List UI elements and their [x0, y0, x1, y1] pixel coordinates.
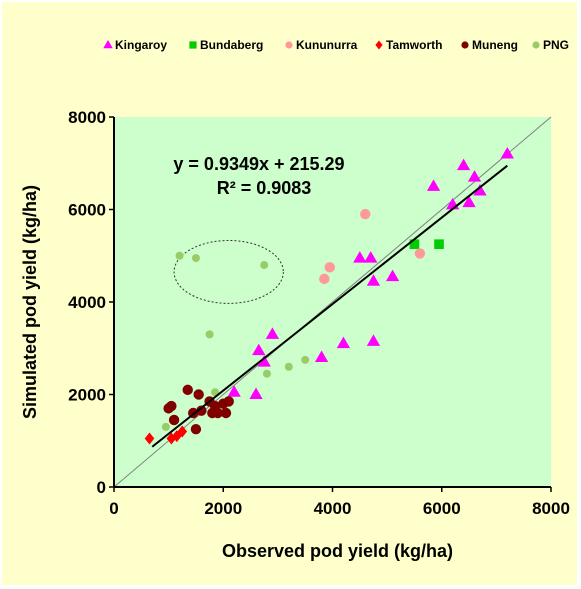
point-png: [211, 388, 220, 397]
y-axis-title: Simulated pod yield (kg/ha): [20, 185, 40, 419]
point-png: [161, 422, 170, 431]
point-muneng: [220, 407, 232, 419]
y-tick-label: 0: [97, 478, 106, 497]
point-png: [262, 369, 271, 378]
point-kingaroy: [364, 251, 378, 263]
point-muneng: [223, 396, 234, 407]
point-kingaroy: [426, 179, 441, 191]
point-kingaroy: [336, 336, 351, 349]
legend-label-kingaroy: Kingaroy: [115, 38, 167, 52]
point-muneng: [212, 407, 223, 419]
highlight-ellipse-group: [173, 239, 284, 304]
point-kingaroy: [500, 147, 514, 159]
point-png: [191, 254, 200, 263]
legend-label-kununurra: Kununurra: [296, 38, 358, 52]
y-tick-label: 6000: [68, 201, 106, 220]
legend-marker-tamworth: [375, 40, 383, 50]
point-kingaroy: [467, 170, 482, 182]
scatter-chart: Kingaroy Bundaberg Kununurra Tamworth Muneng…: [20, 38, 570, 561]
x-tick-label: 8000: [532, 499, 570, 518]
point-png: [284, 362, 293, 371]
y-tick-label: 4000: [68, 293, 106, 312]
legend: Kingaroy Bundaberg Kununurra Tamworth Muneng…: [103, 38, 569, 52]
point-png: [175, 251, 184, 260]
point-kingaroy: [257, 355, 271, 367]
point-kingaroy: [456, 158, 471, 171]
point-kingaroy: [227, 385, 241, 397]
axes: 0 2000 4000 6000 8000 0 2000 4000 6000 8000: [68, 108, 570, 518]
point-kingaroy: [353, 251, 367, 263]
point-bundaberg: [434, 239, 444, 249]
x-tick-label: 6000: [423, 499, 461, 518]
legend-marker-png: [532, 41, 540, 49]
data-points: [144, 147, 514, 445]
point-kingaroy: [265, 327, 280, 339]
chart-frame: Kingaroy Bundaberg Kununurra Tamworth Muneng…: [2, 2, 577, 585]
legend-label-tamworth: Tamworth: [386, 38, 442, 52]
legend-label-bundaberg: Bundaberg: [200, 38, 263, 52]
point-muneng: [182, 384, 193, 396]
regression-line: [151, 164, 508, 448]
point-tamworth: [144, 432, 155, 445]
point-kununurra: [414, 248, 426, 259]
legend-marker-kingaroy: [103, 40, 113, 49]
legend-label-muneng: Muneng: [472, 38, 518, 52]
regression-line-group: [151, 164, 508, 448]
point-muneng: [196, 405, 207, 416]
point-png: [260, 261, 269, 269]
point-tamworth: [166, 432, 177, 445]
point-kununurra: [324, 262, 335, 273]
point-muneng: [168, 414, 180, 426]
point-kingaroy: [249, 387, 263, 400]
legend-marker-muneng: [461, 41, 469, 49]
point-kununurra: [360, 208, 371, 220]
legend-label-png: PNG: [543, 38, 569, 52]
x-tick-label: 0: [109, 499, 118, 518]
point-muneng: [190, 423, 202, 435]
x-tick-label: 2000: [204, 499, 242, 518]
point-kununurra: [319, 273, 330, 285]
point-kingaroy: [385, 269, 400, 282]
point-kingaroy: [473, 184, 487, 196]
point-kingaroy: [366, 334, 381, 346]
regression-equation: y = 0.9349x + 215.29: [173, 154, 344, 174]
x-tick-label: 4000: [314, 499, 352, 518]
point-kingaroy: [314, 350, 329, 363]
point-kingaroy: [252, 343, 266, 356]
point-kingaroy: [462, 195, 476, 208]
point-bundaberg: [409, 239, 420, 249]
y-tick-label: 2000: [68, 386, 106, 405]
point-png: [301, 355, 310, 364]
point-tamworth: [177, 425, 188, 438]
y-tick-label: 8000: [68, 108, 106, 127]
point-kingaroy: [366, 274, 381, 286]
point-muneng: [166, 400, 177, 412]
legend-marker-bundaberg: [189, 41, 197, 49]
legend-marker-kununurra: [285, 41, 293, 49]
x-axis-title: Observed pod yield (kg/ha): [222, 541, 453, 561]
r-squared: R² = 0.9083: [217, 178, 312, 198]
point-muneng: [193, 389, 204, 400]
highlight-ellipse: [173, 239, 284, 304]
point-png: [205, 330, 214, 339]
